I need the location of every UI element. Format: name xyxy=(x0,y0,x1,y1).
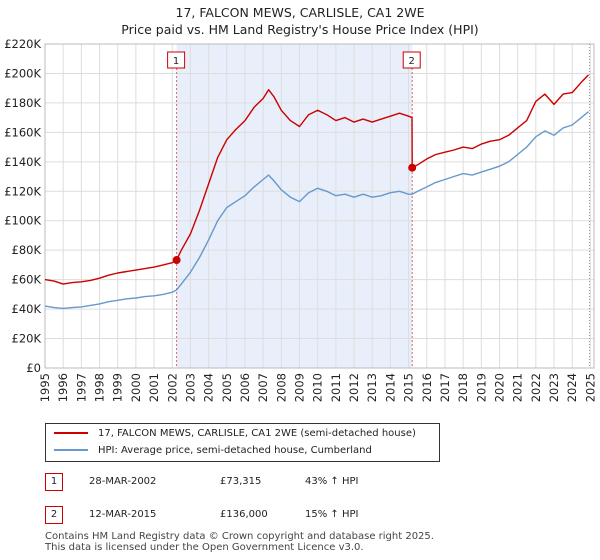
x-tick-label: 2018 xyxy=(456,373,470,402)
footer-licence: This data is licensed under the Open Gov… xyxy=(45,542,364,553)
legend-item-hpi: HPI: Average price, semi-detached house,… xyxy=(54,443,372,459)
y-tick-label: £20K xyxy=(12,332,42,346)
x-tick-label: 2009 xyxy=(293,373,307,402)
legend-swatch-hpi xyxy=(54,449,88,451)
x-tick-label: 2016 xyxy=(420,373,434,402)
x-tick-label: 2010 xyxy=(311,373,325,402)
y-tick-label: £60K xyxy=(12,273,42,287)
sale-hpi-change: 43% ↑ HPI xyxy=(305,476,359,487)
y-tick-label: £140K xyxy=(4,155,41,169)
sale-number-badge: 1 xyxy=(45,473,63,491)
x-tick-label: 2023 xyxy=(547,373,561,402)
y-tick-label: £40K xyxy=(12,302,42,316)
shaded-region xyxy=(176,44,413,368)
y-tick-label: £0 xyxy=(26,361,41,375)
sale-hpi-change: 15% ↑ HPI xyxy=(305,509,359,520)
x-tick-label: 2024 xyxy=(565,373,579,402)
x-tick-label: 2011 xyxy=(329,373,343,402)
y-tick-label: £100K xyxy=(4,214,41,228)
sale-date: 28-MAR-2002 xyxy=(89,476,157,487)
series-line-hpi xyxy=(44,111,589,310)
x-tick-label: 2015 xyxy=(402,373,416,402)
legend-label-property: 17, FALCON MEWS, CARLISLE, CA1 2WE (semi… xyxy=(98,428,416,439)
x-tick-label: 2020 xyxy=(492,373,506,402)
x-tick-label: 2007 xyxy=(256,373,270,402)
x-tick-label: 2003 xyxy=(183,373,197,402)
x-tick-label: 2002 xyxy=(165,373,179,402)
x-tick-label: 2025 xyxy=(583,373,597,402)
chart-title: 17, FALCON MEWS, CARLISLE, CA1 2WE Price… xyxy=(0,4,600,38)
x-tick-label: 2004 xyxy=(202,373,216,402)
y-tick-label: £220K xyxy=(4,37,41,51)
x-tick-label: 2001 xyxy=(147,373,161,402)
x-tick-label: 2021 xyxy=(511,373,525,402)
x-tick-label: 2013 xyxy=(365,373,379,402)
y-tick-label: £120K xyxy=(4,184,41,198)
sale-marker-box xyxy=(402,51,421,69)
footer-copyright: Contains HM Land Registry data © Crown c… xyxy=(45,531,434,542)
x-tick-label: 2008 xyxy=(274,373,288,402)
sale-point xyxy=(172,256,181,265)
y-tick-label: £80K xyxy=(12,243,42,257)
x-tick-label: 2005 xyxy=(220,373,234,402)
y-tick-label: £200K xyxy=(4,66,41,80)
sale-marker-label: 2 xyxy=(409,56,415,67)
sale-marker-label: 1 xyxy=(173,56,179,67)
series-line-property xyxy=(44,74,590,285)
x-tick-label: 2012 xyxy=(347,373,361,402)
sale-price: £73,315 xyxy=(220,476,262,487)
legend-label-hpi: HPI: Average price, semi-detached house,… xyxy=(98,445,372,456)
sale-number-badge: 2 xyxy=(45,506,63,524)
x-tick-label: 1996 xyxy=(56,373,70,402)
y-tick-label: £160K xyxy=(4,125,41,139)
legend: 17, FALCON MEWS, CARLISLE, CA1 2WE (semi… xyxy=(45,423,440,462)
footer: Contains HM Land Registry data © Crown c… xyxy=(45,531,434,553)
chart-svg: £0 £20K £40K £60K £80K £100K £120K £140K £160K £1… xyxy=(4,37,597,402)
sale-marker-box xyxy=(167,51,186,69)
x-tick-label: 2019 xyxy=(474,373,488,402)
x-tick-label: 2017 xyxy=(438,373,452,402)
chart-title-line2: Price paid vs. HM Land Registry's House … xyxy=(121,22,479,37)
legend-swatch-property xyxy=(54,432,88,434)
x-tick-label: 1998 xyxy=(93,373,107,402)
sale-date: 12-MAR-2015 xyxy=(89,509,157,520)
sale-price: £136,000 xyxy=(220,509,268,520)
x-tick-label: 1997 xyxy=(74,373,88,402)
x-tick-label: 2006 xyxy=(238,373,252,402)
sale-point xyxy=(408,163,417,172)
x-tick-label: 2014 xyxy=(383,373,397,402)
chart-title-line1: 17, FALCON MEWS, CARLISLE, CA1 2WE xyxy=(175,5,425,20)
x-tick-label: 1999 xyxy=(111,373,125,402)
plot-border xyxy=(44,43,595,369)
legend-item-property: 17, FALCON MEWS, CARLISLE, CA1 2WE (semi… xyxy=(54,426,416,442)
x-tick-label: 2022 xyxy=(529,373,543,402)
x-tick-label: 2000 xyxy=(129,373,143,402)
y-tick-label: £180K xyxy=(4,96,41,110)
x-tick-label: 1995 xyxy=(38,373,52,402)
